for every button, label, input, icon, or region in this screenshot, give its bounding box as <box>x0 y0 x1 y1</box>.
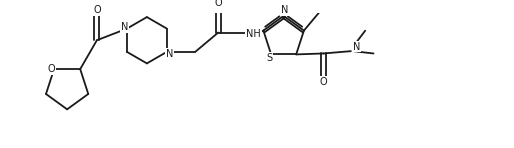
Text: O: O <box>93 5 101 15</box>
Text: N: N <box>353 42 360 52</box>
Text: O: O <box>320 77 327 87</box>
Text: N: N <box>166 49 173 59</box>
Text: N: N <box>121 22 128 32</box>
Text: O: O <box>214 0 222 8</box>
Text: S: S <box>266 53 272 63</box>
Text: NH: NH <box>246 29 261 39</box>
Text: O: O <box>48 64 56 74</box>
Text: N: N <box>281 5 288 15</box>
